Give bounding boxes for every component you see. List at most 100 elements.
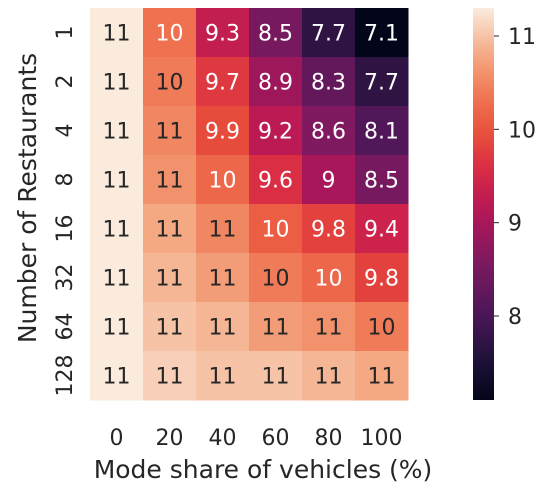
heatmap-cell <box>90 155 144 205</box>
cell-value-label: 9.2 <box>258 120 293 145</box>
heatmap-cell <box>196 8 250 58</box>
cell-value-label: 10 <box>156 22 184 47</box>
cell-value-label: 11 <box>262 365 290 390</box>
heatmap-cell <box>143 204 197 254</box>
cell-value-label: 10 <box>209 169 237 194</box>
cell-value-label: 10 <box>262 267 290 292</box>
cell-value-label: 11 <box>156 169 184 194</box>
colorbar-tick-label: 9 <box>508 212 522 237</box>
x-tick-label: 60 <box>262 426 290 451</box>
heatmap-cells <box>90 8 409 401</box>
cell-value-label: 9.3 <box>205 22 240 47</box>
cell-value-label: 11 <box>103 316 131 341</box>
colorbar-tick-label: 8 <box>508 305 522 330</box>
heatmap-cell <box>302 155 356 205</box>
heatmap-cell <box>302 253 356 303</box>
heatmap-cell <box>143 155 197 205</box>
heatmap-cell <box>249 8 303 58</box>
heatmap-cell <box>196 155 250 205</box>
cell-value-label: 9.9 <box>205 120 240 145</box>
heatmap-cell <box>196 302 250 352</box>
cell-value-label: 11 <box>156 316 184 341</box>
x-tick-label: 20 <box>156 426 184 451</box>
cell-value-label: 7.7 <box>311 22 346 47</box>
heatmap-cell <box>143 8 197 58</box>
y-tick-label: 16 <box>53 215 78 243</box>
y-tick-label: 64 <box>53 313 78 341</box>
heatmap-cell <box>249 155 303 205</box>
cell-value-label: 9.8 <box>364 267 399 292</box>
cell-value-label: 9.7 <box>205 71 240 96</box>
y-tick-label: 32 <box>53 264 78 292</box>
cell-value-label: 11 <box>103 120 131 145</box>
heatmap-cell <box>355 253 409 303</box>
heatmap-cell <box>302 106 356 156</box>
cell-value-label: 11 <box>156 365 184 390</box>
colorbar-tick-label: 11 <box>508 25 536 50</box>
cell-value-label: 11 <box>156 218 184 243</box>
heatmap-cell <box>355 302 409 352</box>
colorbar-ticks: 8 9 10 11 <box>494 25 536 330</box>
cell-value-label: 9.8 <box>311 218 346 243</box>
heatmap-cell <box>143 106 197 156</box>
heatmap-cell <box>249 106 303 156</box>
heatmap-cell <box>249 253 303 303</box>
heatmap-cell <box>249 302 303 352</box>
heatmap-cell <box>355 155 409 205</box>
heatmap-cell <box>249 57 303 107</box>
cell-value-label: 9.6 <box>258 169 293 194</box>
colorbar <box>473 8 494 400</box>
cell-value-label: 11 <box>209 316 237 341</box>
y-tick-label: 4 <box>53 124 78 138</box>
heatmap-cell <box>143 253 197 303</box>
heatmap-cell <box>90 106 144 156</box>
heatmap-cell <box>355 57 409 107</box>
cell-value-label: 11 <box>315 316 343 341</box>
y-tick-label: 2 <box>53 75 78 89</box>
cell-value-label: 7.1 <box>364 22 399 47</box>
cell-value-label: 11 <box>368 365 396 390</box>
y-tick-labels: 1 2 4 8 16 32 64 128 <box>53 26 78 397</box>
cell-value-label: 10 <box>156 71 184 96</box>
cell-value-label: 11 <box>103 365 131 390</box>
x-axis-label: Mode share of vehicles (%) <box>94 455 433 484</box>
cell-value-label: 7.7 <box>364 71 399 96</box>
heatmap-cell <box>302 57 356 107</box>
cell-value-label: 8.9 <box>258 71 293 96</box>
cell-value-label: 11 <box>103 169 131 194</box>
heatmap-cell <box>90 8 144 58</box>
heatmap-cell <box>302 302 356 352</box>
cell-value-label: 10 <box>315 267 343 292</box>
cell-value-label: 11 <box>315 365 343 390</box>
cell-value-label: 11 <box>209 365 237 390</box>
heatmap-cell <box>90 253 144 303</box>
heatmap-cell <box>90 351 144 401</box>
heatmap-cell <box>90 302 144 352</box>
cell-value-label: 8.6 <box>311 120 346 145</box>
x-tick-labels: 0 20 40 60 80 100 <box>110 426 403 451</box>
heatmap-cell <box>355 351 409 401</box>
cell-labels: 11 10 9.3 8.5 7.7 7.1 11 10 9.7 8.9 8.3 7.7 11 11 9.9 9… <box>103 22 400 390</box>
heatmap-cell <box>196 204 250 254</box>
y-axis-label: Number of Restaurants <box>13 53 42 343</box>
heatmap-cell <box>143 302 197 352</box>
heatmap-cell <box>355 8 409 58</box>
x-tick-label: 100 <box>361 426 403 451</box>
x-tick-label: 0 <box>110 426 124 451</box>
cell-value-label: 8.5 <box>364 169 399 194</box>
heatmap-cell <box>249 351 303 401</box>
cell-value-label: 11 <box>103 218 131 243</box>
cell-value-label: 8.1 <box>364 120 399 145</box>
x-tick-label: 40 <box>209 426 237 451</box>
heatmap-cell <box>196 253 250 303</box>
cell-value-label: 9 <box>322 169 336 194</box>
heatmap-cell <box>302 351 356 401</box>
heatmap-cell <box>249 204 303 254</box>
cell-value-label: 8.5 <box>258 22 293 47</box>
cell-value-label: 11 <box>209 267 237 292</box>
cell-value-label: 11 <box>156 120 184 145</box>
cell-value-label: 9.4 <box>364 218 399 243</box>
colorbar-tick-label: 10 <box>508 118 536 143</box>
y-tick-label: 8 <box>53 173 78 187</box>
cell-value-label: 11 <box>103 71 131 96</box>
